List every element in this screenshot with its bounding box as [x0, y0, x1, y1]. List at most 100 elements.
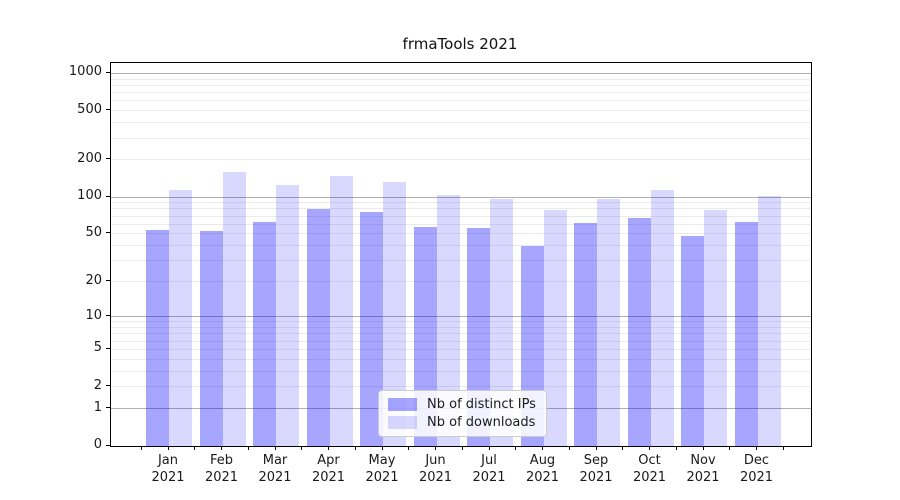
minor-gridline-80	[111, 208, 811, 210]
minor-gridline-9	[111, 321, 811, 323]
x-tick-label-mar: Mar 2021	[245, 452, 305, 486]
x-label-month: Jun	[425, 453, 446, 468]
y-tick-10	[106, 315, 110, 317]
x-tick-12	[461, 446, 463, 450]
bar-downloads-sep	[597, 198, 620, 446]
legend: Nb of distinct IPs Nb of downloads	[378, 390, 547, 437]
minor-gridline-7	[111, 333, 811, 335]
x-tick-17	[595, 446, 597, 450]
x-label-month: Sep	[583, 453, 609, 468]
bar-distinct-ips-apr	[306, 209, 330, 446]
bar-downloads-jan	[169, 189, 192, 446]
bar-downloads-may	[383, 181, 406, 446]
y-tick-500	[106, 109, 110, 111]
bar-downloads-jun	[436, 194, 460, 446]
x-label-month: May	[368, 453, 396, 468]
x-tick-11	[435, 446, 436, 450]
x-tick-18	[622, 446, 624, 450]
legend-swatch-downloads-icon	[388, 416, 417, 429]
x-tick-15	[542, 446, 543, 450]
x-label-year: 2021	[632, 470, 667, 485]
y-tick-100	[106, 195, 110, 197]
bar-downloads-feb	[222, 171, 246, 446]
x-label-year: 2021	[418, 470, 453, 485]
x-tick-16	[568, 446, 570, 450]
x-tick-label-jul: Jul 2021	[459, 452, 519, 486]
x-label-year: 2021	[686, 470, 720, 485]
legend-item-downloads: Nb of downloads	[388, 415, 536, 430]
minor-gridline-300	[111, 137, 811, 139]
x-label-year: 2021	[151, 470, 185, 485]
minor-gridline-700	[111, 92, 811, 94]
y-tick-label-1: 1	[93, 399, 102, 415]
bar-distinct-ips-dec	[734, 221, 758, 446]
minor-gridline-5	[111, 348, 811, 350]
x-tick-9	[381, 446, 383, 450]
bar-distinct-ips-may	[360, 211, 383, 446]
x-label-year: 2021	[525, 470, 560, 485]
x-tick-label-aug: Aug 2021	[513, 452, 573, 486]
x-tick-label-oct: Oct 2021	[620, 452, 680, 486]
minor-gridline-6	[111, 340, 811, 342]
x-tick-14	[515, 446, 517, 450]
minor-gridline-60	[111, 223, 811, 225]
minor-gridline-900	[111, 78, 811, 80]
x-tick-21	[702, 446, 704, 450]
bar-downloads-apr	[329, 176, 353, 446]
minor-gridline-30	[111, 260, 811, 262]
minor-gridline-500	[111, 110, 811, 112]
x-tick-13	[488, 446, 490, 450]
x-label-year: 2021	[311, 470, 346, 485]
y-tick-label-50: 50	[85, 224, 102, 240]
bar-distinct-ips-jan	[146, 229, 169, 446]
x-label-month: Dec	[743, 453, 770, 468]
x-tick-5	[274, 446, 276, 450]
y-tick-label-2: 2	[93, 377, 102, 393]
x-tick-2	[194, 446, 196, 450]
x-label-year: 2021	[579, 470, 613, 485]
y-tick-label-10: 10	[85, 307, 102, 323]
x-label-month: Nov	[690, 453, 716, 468]
bar-downloads-aug	[543, 209, 567, 446]
chart-title: frmaTools 2021	[402, 35, 518, 53]
x-label-year: 2021	[739, 470, 774, 485]
x-tick-label-feb: Feb 2021	[192, 452, 252, 486]
x-label-year: 2021	[258, 470, 292, 485]
y-tick-1	[106, 407, 110, 409]
bar-downloads-jul	[490, 198, 513, 446]
x-tick-label-sep: Sep 2021	[566, 452, 626, 486]
minor-gridline-40	[111, 245, 811, 247]
x-tick-20	[675, 446, 677, 450]
x-tick-label-jan: Jan 2021	[138, 452, 198, 486]
minor-gridline-2	[111, 386, 811, 388]
y-tick-1000	[106, 71, 110, 73]
minor-gridline-8	[111, 326, 811, 328]
minor-gridline-600	[111, 100, 811, 102]
x-tick-23	[756, 446, 757, 450]
x-label-year: 2021	[204, 470, 239, 485]
minor-gridline-50	[111, 233, 811, 235]
x-tick-24	[782, 446, 784, 450]
legend-swatch-distinct-ips-icon	[388, 398, 417, 411]
bar-distinct-ips-sep	[574, 222, 597, 446]
minor-gridline-70	[111, 215, 811, 217]
y-tick-label-100: 100	[77, 188, 102, 204]
minor-gridline-800	[111, 84, 811, 86]
x-tick-label-nov: Nov 2021	[673, 452, 733, 486]
x-tick-6	[301, 446, 303, 450]
major-gridline-100	[111, 196, 811, 198]
minor-gridline-200	[111, 159, 811, 161]
minor-gridline-3	[111, 370, 811, 372]
legend-label-downloads: Nb of downloads	[427, 415, 536, 430]
x-label-month: Oct	[638, 453, 661, 468]
legend-label-distinct-ips: Nb of distinct IPs	[427, 397, 536, 412]
bar-downloads-dec	[757, 196, 781, 446]
minor-gridline-20	[111, 281, 811, 283]
y-tick-label-200: 200	[77, 150, 102, 166]
bar-downloads-nov	[704, 210, 727, 446]
y-tick-0	[106, 444, 110, 446]
major-gridline-10	[111, 316, 811, 318]
minor-gridline-400	[111, 122, 811, 124]
y-tick-2	[106, 385, 110, 387]
